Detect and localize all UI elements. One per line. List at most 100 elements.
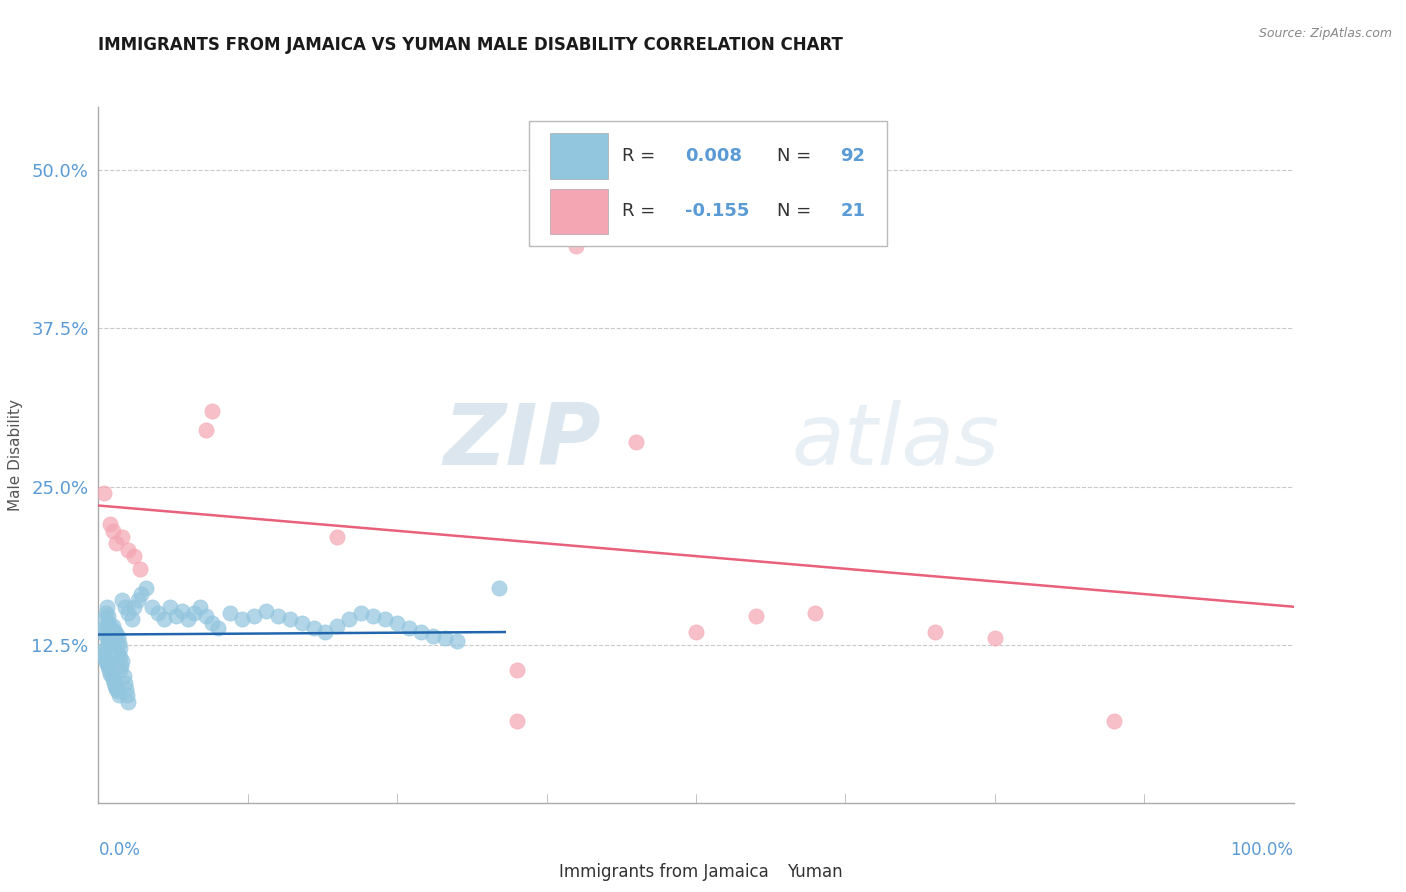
- Point: [350, 606, 373, 620]
- Point: [107, 688, 129, 702]
- Text: -0.155: -0.155: [685, 202, 749, 220]
- Point: [98, 627, 122, 641]
- Point: [363, 608, 385, 623]
- Point: [103, 624, 125, 638]
- Point: [506, 714, 529, 728]
- Text: Yuman: Yuman: [787, 863, 842, 881]
- Text: Immigrants from Jamaica: Immigrants from Jamaica: [558, 863, 768, 881]
- Point: [98, 621, 122, 635]
- Point: [385, 616, 409, 631]
- Point: [1102, 714, 1125, 728]
- Point: [108, 650, 131, 665]
- Point: [107, 636, 129, 650]
- Point: [97, 608, 120, 623]
- Point: [98, 616, 121, 631]
- Point: [94, 606, 117, 620]
- Text: 100.0%: 100.0%: [1230, 841, 1294, 859]
- Point: [183, 606, 205, 620]
- Point: [94, 654, 117, 668]
- Point: [91, 644, 114, 658]
- Point: [107, 630, 129, 644]
- Point: [131, 587, 153, 601]
- Point: [326, 618, 349, 632]
- Point: [326, 530, 349, 544]
- Point: [100, 627, 122, 641]
- Point: [98, 517, 122, 532]
- Text: N =: N =: [778, 147, 817, 165]
- Point: [103, 675, 125, 690]
- Point: [201, 616, 224, 631]
- Point: [177, 612, 200, 626]
- Point: [94, 629, 117, 643]
- Point: [111, 530, 134, 544]
- Point: [127, 593, 149, 607]
- Point: [290, 616, 312, 631]
- Bar: [517, 863, 553, 884]
- Point: [254, 603, 277, 617]
- Point: [172, 603, 194, 617]
- Point: [124, 599, 146, 614]
- Point: [135, 581, 157, 595]
- Point: [93, 650, 115, 665]
- Point: [105, 536, 128, 550]
- Point: [114, 599, 136, 614]
- Point: [96, 657, 118, 671]
- Point: [924, 625, 946, 640]
- Point: [105, 626, 128, 640]
- Point: [98, 663, 121, 677]
- Point: [243, 608, 266, 623]
- Point: [114, 675, 136, 690]
- Point: [488, 581, 510, 595]
- Point: [98, 633, 121, 648]
- Point: [124, 549, 146, 563]
- Point: [141, 599, 163, 614]
- Point: [91, 647, 114, 661]
- Point: [97, 659, 120, 673]
- Point: [115, 681, 138, 696]
- Point: [398, 621, 420, 635]
- Text: 92: 92: [841, 147, 866, 165]
- Text: atlas: atlas: [792, 400, 1000, 483]
- Point: [207, 621, 229, 635]
- Point: [104, 633, 127, 648]
- Point: [745, 608, 768, 623]
- Point: [111, 654, 134, 668]
- Point: [107, 684, 129, 698]
- Text: R =: R =: [621, 147, 661, 165]
- Point: [101, 635, 124, 649]
- Text: IMMIGRANTS FROM JAMAICA VS YUMAN MALE DISABILITY CORRELATION CHART: IMMIGRANTS FROM JAMAICA VS YUMAN MALE DI…: [98, 36, 844, 54]
- Point: [194, 423, 217, 437]
- Point: [194, 608, 217, 623]
- Point: [129, 562, 152, 576]
- Point: [105, 644, 128, 658]
- Point: [804, 606, 827, 620]
- Point: [219, 606, 242, 620]
- Point: [100, 632, 122, 646]
- Point: [267, 608, 290, 623]
- Text: 0.0%: 0.0%: [98, 841, 141, 859]
- Point: [411, 625, 433, 640]
- Point: [104, 632, 127, 647]
- Point: [108, 663, 131, 677]
- Point: [108, 641, 131, 656]
- Point: [624, 435, 647, 450]
- Point: [165, 608, 187, 623]
- Point: [121, 612, 143, 626]
- Point: [506, 663, 529, 677]
- Point: [107, 647, 129, 661]
- Point: [201, 403, 224, 417]
- Point: [153, 612, 176, 626]
- Text: ZIP: ZIP: [443, 400, 600, 483]
- Point: [315, 625, 337, 640]
- Text: Source: ZipAtlas.com: Source: ZipAtlas.com: [1258, 27, 1392, 40]
- Text: N =: N =: [778, 202, 817, 220]
- Point: [93, 612, 115, 626]
- Point: [103, 625, 125, 640]
- Point: [96, 599, 118, 614]
- Point: [302, 621, 325, 635]
- Point: [188, 599, 211, 614]
- Point: [100, 669, 122, 683]
- Bar: [550, 188, 607, 234]
- Point: [93, 486, 115, 500]
- Text: R =: R =: [621, 202, 661, 220]
